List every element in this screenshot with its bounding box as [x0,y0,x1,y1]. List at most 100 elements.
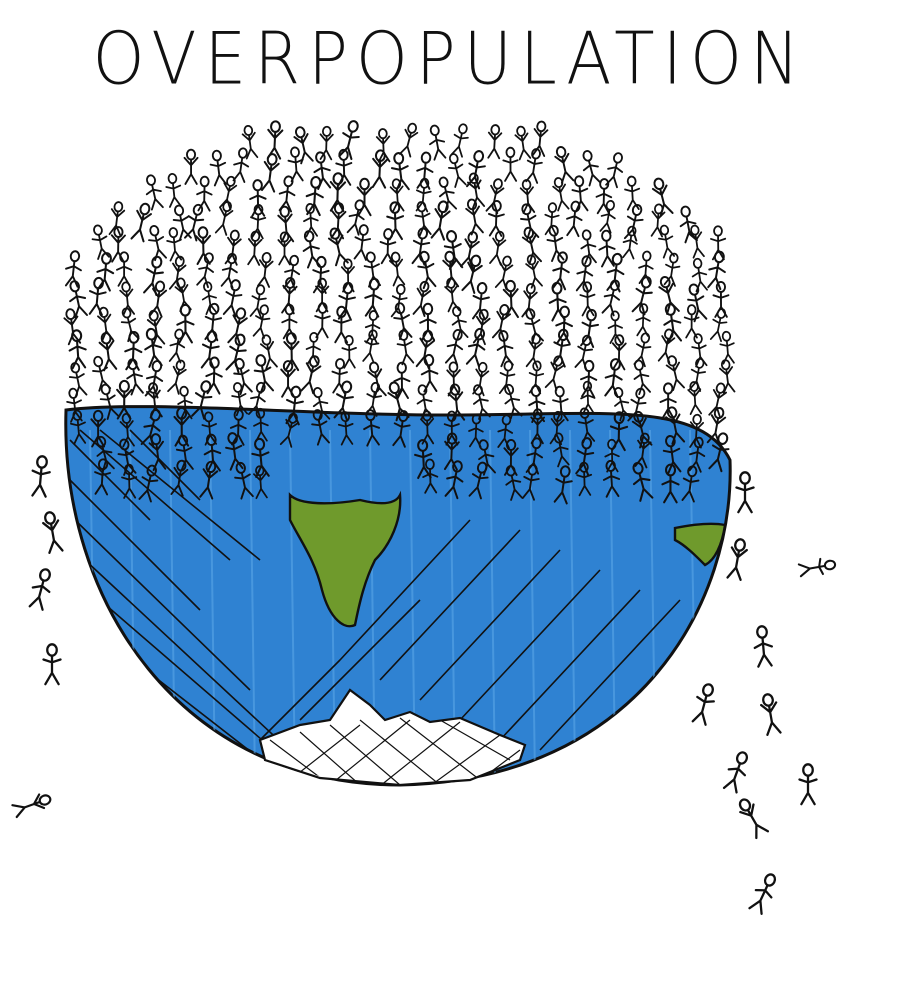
stick-figure-icon [601,279,621,317]
stick-figure-icon [709,308,728,343]
stick-figure-icon [579,281,596,317]
stick-figure-icon [98,332,118,372]
stick-figure-icon [353,224,372,261]
stick-figure-icon [683,304,700,339]
stick-figure-icon [611,334,627,371]
stick-figure-crowd [63,120,736,505]
stick-figure-icon [491,304,511,341]
stick-figure-icon [363,251,382,288]
stick-figure-icon [473,384,491,420]
stick-figure-icon [575,255,594,293]
stick-figure-icon [520,203,540,241]
stick-figure-icon [691,257,708,293]
stick-figure-icon [283,254,301,291]
stick-figure-icon [422,458,439,494]
stick-figure-icon [638,250,654,285]
stick-figure-icon [68,362,88,398]
stick-figure-icon [116,251,133,287]
stick-figure-icon [219,175,238,211]
stick-figure-icon [524,308,544,345]
stick-figure-icon [149,280,168,318]
stick-figure-icon [531,120,549,157]
stick-figure-icon [340,258,355,293]
stick-figure-icon [580,380,596,415]
stick-figure-icon [191,380,213,420]
stick-figure-icon [613,387,632,422]
stick-figure-icon [679,205,698,244]
stick-figure-icon [249,284,267,319]
stick-figure-icon [333,380,354,421]
stick-figure-icon [293,126,314,165]
stick-figure-icon [571,175,589,213]
stick-figure-icon [748,873,777,915]
stick-figure-icon [555,305,573,345]
stick-figure-icon [719,359,736,394]
stick-figure-icon [525,148,543,184]
stick-figure-icon [222,279,243,318]
stick-figure-icon [278,175,296,213]
stick-figure-icon [166,227,183,262]
stick-figure-icon [201,411,218,446]
stick-figure-icon [487,124,503,160]
stick-figure-icon [419,302,437,341]
stick-figure-icon [66,387,83,423]
stick-figure-icon [170,459,189,497]
stick-figure-icon [753,625,773,668]
stick-figure-icon [658,224,675,259]
stick-figure-icon [460,231,480,270]
stick-figure-icon [196,175,213,212]
stick-figure-icon [497,414,514,450]
stick-figure-icon [94,458,111,496]
stick-figure-icon [632,461,654,502]
stick-figure-icon [124,331,143,371]
stick-figure-icon [735,471,755,514]
stick-figure-icon [203,433,222,473]
stick-figure-icon [710,225,727,261]
stick-figure-icon [390,283,408,319]
stick-figure-icon [337,411,354,446]
stick-figure-icon [708,382,728,419]
stick-figure-icon [417,250,437,290]
stick-figure-icon [337,281,356,321]
stick-figure-icon [708,432,730,473]
stick-figure-icon [554,146,575,184]
stick-figure-icon [168,328,186,364]
stick-figure-icon [398,122,419,158]
stick-figure-icon [174,277,192,313]
stick-figure-icon [90,409,106,448]
stick-figure-icon [281,276,298,315]
stick-figure-icon [241,125,259,160]
stick-figure-icon [551,328,571,368]
stick-figure-icon [362,329,380,364]
stick-figure-icon [205,356,223,395]
stick-figure-icon [595,178,613,215]
stick-figure-icon [465,327,486,368]
stick-figure-icon [214,201,234,236]
stick-figure-icon [200,330,220,371]
stick-figure-icon [69,280,88,319]
stick-figure-icon [650,203,666,238]
stick-figure-icon [248,381,266,418]
stick-figure-icon [259,334,278,370]
stick-figure-icon [260,153,280,193]
stick-figure-icon [365,381,383,417]
stick-figure-icon [574,334,594,371]
stick-figure-icon [623,204,644,242]
stick-figure-icon [429,124,447,161]
stick-figure-icon [145,174,164,211]
stick-figure-icon [319,125,334,161]
land-africa [288,490,402,628]
stick-figure-icon [393,361,411,400]
stick-figure-icon [566,200,583,238]
stick-figure-icon [312,386,331,422]
stick-figure-icon [478,439,496,476]
stick-figure-icon [313,151,332,190]
stick-figure-icon [96,252,115,292]
stick-figure-icon [364,310,381,345]
stick-figure-icon [177,385,193,421]
stick-figure-icon [415,329,436,370]
stick-figure-icon [631,276,653,316]
stick-figure-icon [387,381,410,422]
stick-figure-icon [494,255,514,291]
stick-figure-icon [327,227,349,267]
